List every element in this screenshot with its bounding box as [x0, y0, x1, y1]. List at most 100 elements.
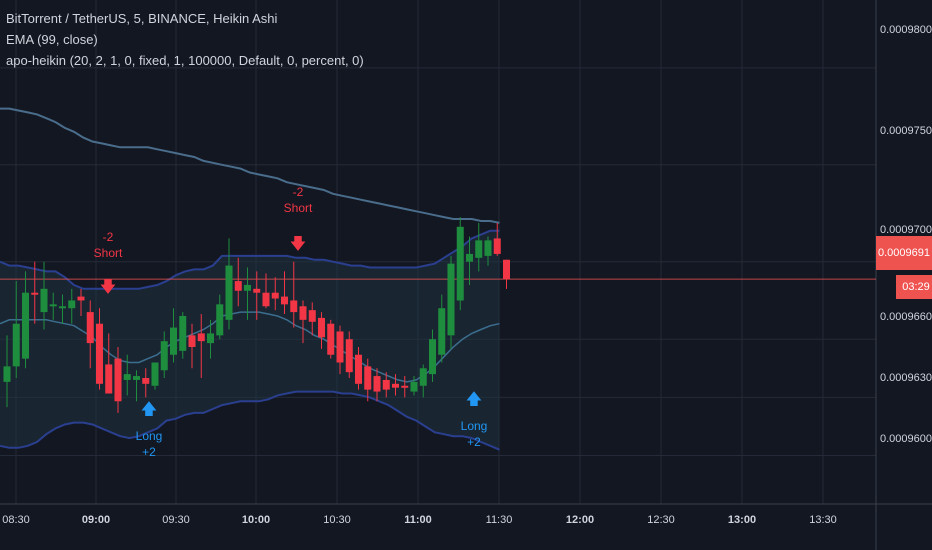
- candle-body: [133, 376, 140, 380]
- time-label-1100: 11:00: [404, 514, 432, 526]
- candle-body: [382, 379, 390, 390]
- candle-body: [197, 333, 205, 342]
- candle-body: [40, 288, 48, 313]
- long-signal-value: +2: [467, 435, 481, 449]
- candle-body: [336, 331, 344, 363]
- candle-body: [262, 292, 270, 307]
- basis-line: [0, 311, 500, 383]
- long-signal-label: Long +2: [461, 418, 488, 450]
- legend-indicator[interactable]: apo-heikin (20, 2, 1, 0, fixed, 1, 10000…: [6, 53, 364, 68]
- short-signal-label: -2 Short: [284, 184, 313, 216]
- upper-band-line: [0, 229, 500, 290]
- long-arrow-icon: 🡅: [465, 391, 483, 408]
- price-label-0009600: 0.0009600: [880, 433, 932, 445]
- time-label-0830: 08:30: [2, 514, 30, 526]
- candle-body: [410, 381, 418, 392]
- short-signal-value: -2: [292, 185, 304, 199]
- price-label-0009800: 0.0009800: [880, 24, 932, 36]
- candle-body: [68, 300, 76, 309]
- candle-body: [401, 385, 409, 388]
- price-label-0009750: 0.0009750: [880, 125, 932, 137]
- short-arrow-icon: 🡇: [99, 279, 117, 296]
- time-label-1330: 13:30: [809, 514, 837, 526]
- candle-body: [345, 339, 353, 373]
- candle-body: [290, 300, 298, 313]
- time-label-1300: 13:00: [727, 514, 757, 526]
- long-signal-value: +2: [142, 445, 156, 459]
- time-label-1230: 12:30: [647, 514, 675, 526]
- short-signal-text: Short: [93, 246, 123, 260]
- short-arrow-icon: 🡇: [289, 236, 307, 253]
- candle-body: [142, 378, 150, 384]
- countdown-tag: 03:29: [896, 275, 932, 299]
- time-label-0930: 09:30: [162, 514, 190, 526]
- chart-legend: BitTorrent / TetherUS, 5, BINANCE, Heiki…: [6, 8, 364, 71]
- candle-body: [456, 226, 464, 301]
- long-signal-label: Long +2: [136, 428, 163, 460]
- candle-body: [160, 341, 168, 371]
- candle-body: [392, 383, 399, 388]
- short-signal-text: Short: [283, 201, 313, 215]
- candle-body: [96, 323, 103, 384]
- candle-body: [327, 323, 335, 355]
- time-label-1130: 11:30: [485, 514, 513, 526]
- candle-body: [170, 327, 177, 355]
- long-arrow-icon: 🡅: [140, 401, 158, 418]
- candle-body: [364, 366, 372, 390]
- candle-body: [503, 259, 510, 280]
- long-signal-text: Long: [460, 419, 488, 433]
- candle-body: [466, 253, 473, 262]
- lower-band-line: [0, 390, 500, 451]
- candle-body: [438, 308, 446, 355]
- candle-body: [225, 265, 233, 320]
- ema-line: [0, 107, 500, 224]
- candle-body: [447, 263, 455, 336]
- candle-body: [318, 317, 325, 338]
- candle-body: [429, 339, 436, 375]
- candle-body: [281, 296, 288, 305]
- short-signal-label: -2 Short: [94, 229, 123, 261]
- candle-body: [59, 306, 66, 309]
- short-signal-value: -2: [102, 230, 114, 244]
- candle-body: [308, 310, 316, 322]
- candle-body: [3, 366, 11, 382]
- candle-body: [475, 240, 483, 258]
- price-label-0009630: 0.0009630: [880, 372, 932, 384]
- candle-body: [493, 238, 501, 254]
- candle-body: [22, 292, 29, 359]
- candle-body: [179, 315, 187, 351]
- candle-body: [207, 333, 214, 344]
- price-label-0009700: 0.0009700: [880, 224, 932, 236]
- band-fill: [0, 230, 500, 450]
- candle-body: [49, 304, 57, 307]
- candle-body: [86, 312, 94, 344]
- legend-ema[interactable]: EMA (99, close): [6, 32, 98, 47]
- price-label-0009660: 0.0009660: [880, 311, 932, 323]
- candle-body: [77, 296, 85, 301]
- legend-symbol[interactable]: BitTorrent / TetherUS, 5, BINANCE, Heiki…: [6, 11, 278, 26]
- candle-body: [151, 362, 159, 386]
- long-signal-text: Long: [135, 429, 163, 443]
- current-price-tag: 0.0009691: [876, 236, 932, 270]
- candle-body: [419, 368, 427, 386]
- time-label-0900: 09:00: [81, 514, 111, 526]
- candle-body: [355, 354, 362, 384]
- candle-body: [114, 358, 122, 402]
- candle-body: [299, 306, 307, 320]
- candle-body: [373, 376, 381, 392]
- candle-body: [105, 364, 113, 394]
- time-label-1000: 10:00: [241, 514, 271, 526]
- candle-body: [188, 335, 196, 347]
- time-label-1200: 12:00: [565, 514, 595, 526]
- candle-body: [234, 281, 242, 291]
- candle-body: [216, 304, 224, 336]
- candle-body: [253, 288, 261, 293]
- candle-body: [12, 323, 20, 367]
- candle-body: [271, 292, 279, 299]
- time-label-1030: 10:30: [323, 514, 351, 526]
- candle-body: [31, 292, 39, 295]
- candle-body: [244, 284, 251, 291]
- candle-body: [123, 374, 131, 380]
- candle-body: [484, 240, 492, 256]
